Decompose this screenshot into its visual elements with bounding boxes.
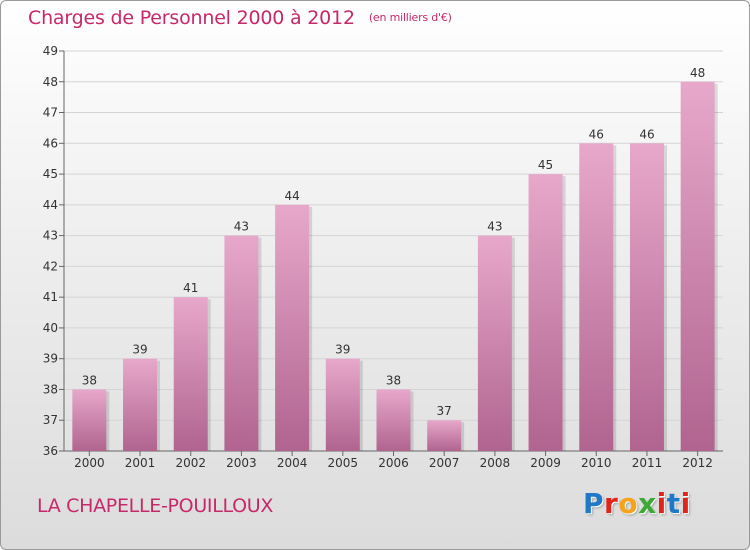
data-label: 39: [132, 343, 147, 357]
logo-letter: r: [604, 487, 619, 520]
bar: [376, 389, 411, 451]
logo-letter: x: [638, 487, 657, 520]
data-label: 46: [589, 127, 604, 141]
x-tick-label: 2012: [682, 456, 713, 470]
x-tick-label: 2007: [429, 456, 460, 470]
y-tick-label: 43: [43, 229, 58, 243]
data-label: 38: [82, 373, 97, 387]
x-tick-label: 2008: [480, 456, 511, 470]
y-tick-label: 46: [43, 136, 58, 150]
y-tick-label: 44: [43, 198, 58, 212]
bar: [173, 297, 208, 451]
x-tick-label: 2011: [632, 456, 663, 470]
data-label: 41: [183, 281, 198, 295]
y-tick-label: 42: [43, 259, 58, 273]
x-tick-label: 2006: [378, 456, 409, 470]
data-label: 38: [386, 373, 401, 387]
proxiti-logo: Proxiti: [583, 487, 691, 520]
y-tick-label: 49: [43, 44, 58, 58]
x-tick-label: 2002: [175, 456, 206, 470]
x-tick-label: 2003: [226, 456, 257, 470]
location-name: LA CHAPELLE-POUILLOUX: [37, 495, 274, 517]
data-label: 44: [284, 189, 299, 203]
bar: [275, 204, 310, 451]
logo-letter: o: [618, 487, 639, 520]
y-tick-label: 45: [43, 167, 58, 181]
bar: [224, 235, 259, 451]
bar: [680, 81, 715, 452]
x-tick-label: 2000: [74, 456, 105, 470]
bar: [123, 358, 158, 451]
data-label: 43: [234, 220, 249, 234]
y-tick-label: 40: [43, 321, 58, 335]
bar: [72, 389, 107, 451]
y-tick-label: 37: [43, 413, 58, 427]
data-label: 45: [538, 158, 553, 172]
y-tick-label: 47: [43, 106, 58, 120]
bar: [579, 143, 614, 452]
bar: [427, 420, 462, 451]
logo-letter: i: [680, 487, 691, 520]
x-tick-label: 2009: [530, 456, 561, 470]
data-label: 43: [487, 220, 502, 234]
x-tick-label: 2010: [581, 456, 612, 470]
data-label: 46: [639, 127, 654, 141]
y-tick-label: 36: [43, 444, 58, 458]
bar: [477, 235, 512, 451]
data-label: 39: [335, 343, 350, 357]
chart-subtitle: (en milliers d'€): [368, 11, 452, 24]
x-tick-label: 2001: [125, 456, 156, 470]
data-label: 48: [690, 66, 705, 80]
logo-letter: t: [666, 487, 681, 520]
data-label: 37: [437, 404, 452, 418]
y-tick-label: 41: [43, 290, 58, 304]
x-tick-label: 2004: [277, 456, 308, 470]
bar: [629, 143, 664, 452]
y-tick-label: 39: [43, 352, 58, 366]
logo-letter: P: [583, 487, 605, 520]
bar: [528, 174, 563, 452]
title-text: Charges de Personnel 2000 à 2012: [28, 7, 355, 29]
chart-title: Charges de Personnel 2000 à 2012 (en mill…: [28, 7, 452, 29]
bar: [325, 358, 360, 451]
logo-letter: i: [656, 487, 667, 520]
x-tick-label: 2005: [328, 456, 359, 470]
y-tick-label: 38: [43, 382, 58, 396]
y-tick-label: 48: [43, 75, 58, 89]
